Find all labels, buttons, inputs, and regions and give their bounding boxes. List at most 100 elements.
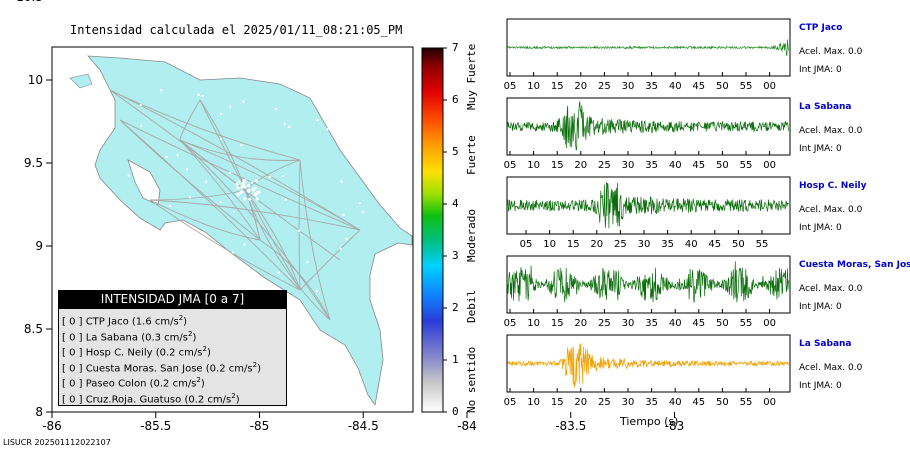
city-dot: [250, 181, 254, 184]
city-dot: [140, 124, 143, 128]
map-y-axis: 1110.5109.598.58: [16, 0, 52, 419]
legend-exp: 2: [231, 391, 236, 400]
road: [199, 99, 301, 291]
footer-id: LISUCR 202501112022107: [3, 438, 111, 447]
city-dot: [159, 88, 163, 92]
legend-station: La Sabana: [85, 331, 142, 343]
waveform-trace: [507, 343, 789, 388]
x-tick-label: -84: [457, 419, 477, 433]
legend-level: [ 0 ]: [62, 316, 86, 328]
legend-item: [ 0 ] Cruz.Roja. Guatuso (0.2 cm/s2): [62, 392, 240, 405]
station-intensity: Int JMA: 0: [799, 302, 842, 312]
city-dot: [242, 197, 247, 201]
city-dot: [120, 255, 124, 258]
city-dot: [254, 193, 258, 197]
legend-accel: (0.2 cm/s: [205, 362, 253, 374]
waveform-tick-label: 15: [567, 239, 580, 250]
road: [119, 119, 301, 291]
road: [298, 159, 301, 291]
waveform-tick-label: 05: [504, 397, 517, 408]
legend-box: [58, 290, 287, 406]
city-dot: [342, 213, 345, 217]
city-dot: [345, 237, 348, 241]
legend-item: [ 0 ] Hosp C. Neily (0.2 cm/s2): [62, 345, 211, 358]
station-intensity: Int JMA: 0: [799, 144, 842, 154]
city-dot: [204, 180, 208, 183]
city-dot: [326, 128, 329, 131]
city-dot: [126, 220, 129, 224]
city-dot: [165, 155, 168, 159]
station-accel: Acel. Max. 0.0: [799, 284, 863, 294]
city-dot: [220, 137, 223, 141]
station-accel: Acel. Max. 0.0: [799, 126, 863, 136]
waveform-tick-label: 50: [732, 239, 745, 250]
city-dot: [246, 183, 251, 188]
colorbar-label-no-sentido: No sentido: [465, 346, 478, 413]
city-dot: [343, 111, 347, 115]
road: [179, 139, 331, 321]
waveform-tick-label: 55: [740, 160, 753, 171]
city-dot: [315, 290, 319, 293]
waveform-tick-label: 20: [590, 239, 603, 250]
map-title: Intensidad calculada el 2025/01/11_08:21…: [70, 23, 403, 37]
y-tick-label: 8.5: [24, 322, 43, 336]
city-dot: [281, 174, 285, 178]
waveform-tick-label: 15: [551, 397, 564, 408]
waveform-tick-label: 50: [716, 397, 729, 408]
waveform-tick-label: 40: [669, 397, 682, 408]
waveform-tick-label: 05: [504, 81, 517, 92]
x-tick-label: -83: [665, 419, 685, 433]
waveform-tick-label: 45: [692, 318, 705, 329]
waveform-panel: 05 10 15 20 25 30 35 40 45 50 55 00: [504, 334, 791, 408]
legend-close: ): [200, 378, 205, 390]
waveform-panel: 05 10 15 20 25 30 35 40 45 50 55 00: [504, 255, 791, 329]
legend-station: Hosp C. Neily: [85, 347, 156, 359]
city-dot: [243, 179, 247, 183]
waveform-tick-label: 40: [669, 160, 682, 171]
colorbar-tick-label: 4: [452, 197, 459, 210]
city-dot: [240, 190, 244, 194]
city-dot: [268, 175, 272, 179]
waveform-tick-label: 50: [716, 318, 729, 329]
city-dot: [242, 100, 245, 103]
waveform-tick-label: 35: [661, 239, 674, 250]
road: [179, 99, 201, 141]
city-dot: [253, 186, 257, 190]
waveform-tick-label: 40: [685, 239, 698, 250]
city-dot: [329, 120, 333, 124]
station-name: Cuesta Moras, San Jose: [799, 260, 910, 270]
waveform-tick-label: 10: [527, 160, 540, 171]
city-dot: [277, 271, 280, 274]
waveform-tick-label: 45: [692, 397, 705, 408]
colorbar-tick-label: 3: [452, 249, 459, 262]
legend-exp: 2: [196, 376, 201, 384]
station-accel: Acel. Max. 0.0: [799, 363, 863, 373]
road-network: [109, 88, 365, 321]
waveform-tick-label: 05: [504, 318, 517, 329]
city-dot: [131, 169, 135, 173]
waveform-trace: [507, 181, 789, 229]
legend-station: CTP Jaco: [85, 316, 132, 328]
city-dot: [238, 180, 241, 183]
city-dot: [133, 251, 137, 255]
station-accel: Acel. Max. 0.0: [799, 205, 863, 215]
city-dot: [219, 112, 223, 116]
city-dot: [236, 192, 240, 196]
city-dot: [253, 288, 257, 291]
city-dot: [339, 247, 342, 251]
road: [149, 199, 361, 231]
y-tick-label: 8: [35, 405, 43, 419]
legend-exp: 2: [178, 314, 184, 322]
waveform-tick-label: 15: [551, 81, 564, 92]
city-dot: [177, 251, 180, 254]
road: [149, 189, 246, 201]
city-dot: [236, 186, 240, 190]
city-dot: [168, 204, 172, 208]
city-dot: [243, 243, 246, 246]
legend-accel: (0.2 cm/s: [184, 393, 232, 405]
y-tick-label: 10: [28, 73, 43, 87]
station-name: CTP Jaco: [799, 23, 843, 33]
city-dot: [248, 197, 252, 201]
city-dot: [246, 188, 250, 193]
waveform-tick-label: 00: [763, 397, 776, 408]
